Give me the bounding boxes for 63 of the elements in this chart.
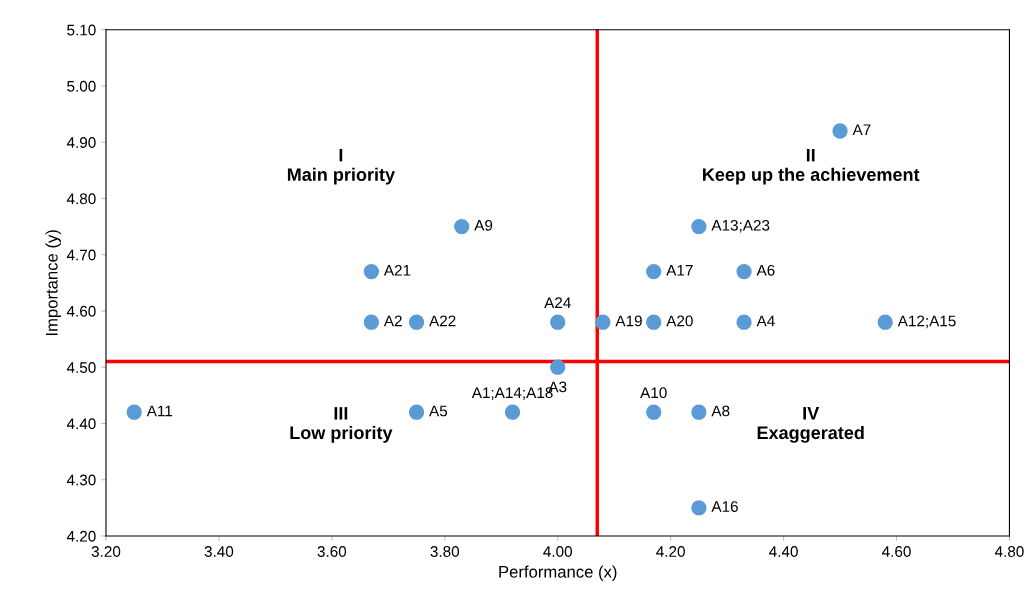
y-tick-label: 4.50 (66, 362, 96, 373)
point (454, 218, 470, 235)
x-tick-label: 3.80 (430, 546, 460, 557)
point (504, 404, 521, 420)
data-label: A2 (383, 315, 402, 327)
y-tick-label: 4.60 (66, 305, 96, 317)
x-tick-label: 4.20 (656, 546, 685, 557)
y-tick-label: 4.40 (66, 418, 96, 430)
annotation: I Main priority (287, 148, 395, 185)
point (691, 404, 707, 420)
point (646, 263, 662, 280)
x-tick-label: 4.40 (769, 546, 798, 557)
y-tick-label: 4.20 (66, 530, 96, 542)
y-tick-label: 4.30 (66, 474, 96, 486)
x-tick-label: 4.80 (994, 546, 1024, 557)
data-label: A8 (711, 405, 730, 417)
data-label: A12;A15 (897, 315, 956, 329)
y-tick-label: 4.90 (66, 137, 96, 148)
point (877, 314, 893, 330)
y-tick-label: 5.10 (67, 24, 96, 36)
data-label: A7 (852, 124, 871, 135)
data-label: A20 (666, 315, 693, 327)
data-label: A10 (640, 387, 667, 399)
point (691, 500, 707, 516)
data-label: A6 (756, 264, 775, 276)
point (736, 263, 752, 280)
point (646, 314, 662, 330)
data-label: A9 (474, 219, 493, 231)
point (736, 314, 752, 330)
x-tick-label: 3.20 (91, 546, 121, 557)
y-tick-label: 4.80 (66, 193, 96, 205)
point (363, 314, 380, 330)
y-axis-title: Importance (y) (45, 230, 61, 336)
point (691, 218, 707, 235)
annotation: III Low priority (290, 407, 393, 443)
x-tick-label: 4.00 (543, 546, 572, 557)
point (646, 404, 662, 420)
point (363, 263, 380, 280)
x-axis-title: Performance (x) (499, 565, 617, 582)
point (550, 359, 566, 375)
y-tick-label: 5.00 (67, 80, 96, 92)
point (550, 314, 566, 330)
annotation: IV Exaggerated (757, 407, 864, 443)
data-label: A19 (615, 315, 642, 327)
data-label: A24 (544, 297, 571, 308)
y-tick-label: 4.70 (66, 249, 96, 261)
point (408, 314, 425, 330)
x-tick-label: 3.40 (204, 546, 234, 557)
point (832, 123, 848, 139)
point (408, 404, 425, 420)
data-label: A16 (711, 501, 738, 512)
data-label: A17 (666, 265, 693, 276)
data-label: A21 (383, 264, 411, 276)
data-label: A4 (756, 315, 775, 327)
annotation: II Keep up the achievement (703, 148, 920, 185)
data-label: A5 (429, 405, 448, 417)
point (126, 404, 142, 420)
data-label: A22 (429, 315, 456, 327)
x-tick-label: 4.60 (882, 546, 911, 557)
x-tick-label: 3.60 (317, 546, 347, 557)
data-label: A11 (146, 405, 173, 417)
data-label: A13;A23 (711, 219, 770, 233)
point (595, 314, 611, 330)
